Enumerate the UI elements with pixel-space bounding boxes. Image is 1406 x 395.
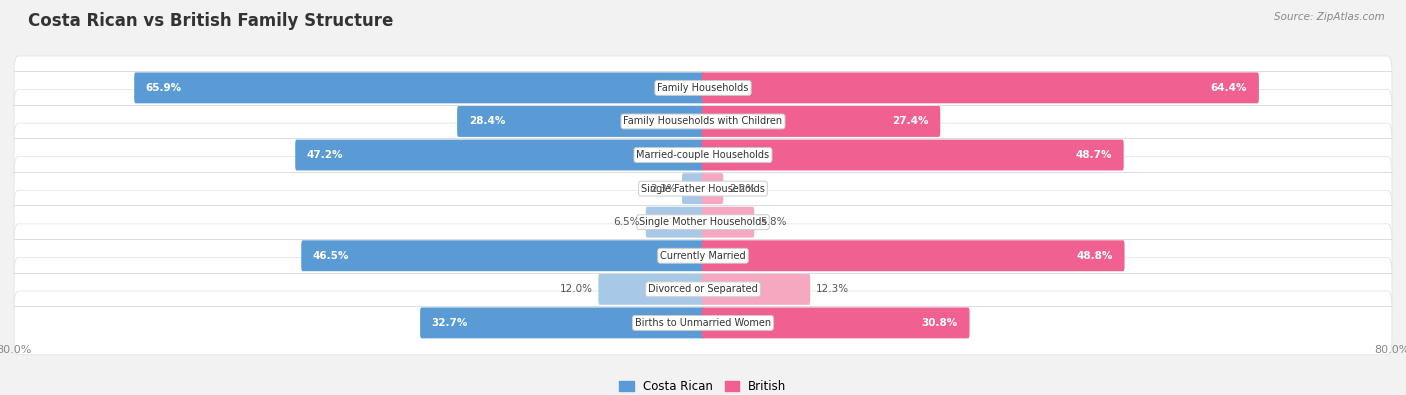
Text: 28.4%: 28.4% xyxy=(468,117,505,126)
Text: Single Father Households: Single Father Households xyxy=(641,184,765,194)
FancyBboxPatch shape xyxy=(702,240,1125,271)
Text: 64.4%: 64.4% xyxy=(1211,83,1247,93)
FancyBboxPatch shape xyxy=(295,139,704,171)
Text: Currently Married: Currently Married xyxy=(661,251,745,261)
Text: Divorced or Separated: Divorced or Separated xyxy=(648,284,758,294)
FancyBboxPatch shape xyxy=(702,139,1123,171)
Text: 48.7%: 48.7% xyxy=(1076,150,1112,160)
FancyBboxPatch shape xyxy=(702,307,970,339)
Text: 32.7%: 32.7% xyxy=(432,318,468,328)
FancyBboxPatch shape xyxy=(14,291,1392,355)
FancyBboxPatch shape xyxy=(682,173,704,204)
FancyBboxPatch shape xyxy=(702,72,1258,103)
Text: 12.3%: 12.3% xyxy=(815,284,849,294)
Text: 2.3%: 2.3% xyxy=(650,184,676,194)
FancyBboxPatch shape xyxy=(14,224,1392,288)
Text: 27.4%: 27.4% xyxy=(893,117,928,126)
FancyBboxPatch shape xyxy=(420,307,704,339)
Text: Source: ZipAtlas.com: Source: ZipAtlas.com xyxy=(1274,12,1385,22)
FancyBboxPatch shape xyxy=(14,56,1392,120)
Text: 12.0%: 12.0% xyxy=(560,284,593,294)
Text: 48.8%: 48.8% xyxy=(1077,251,1114,261)
Text: 30.8%: 30.8% xyxy=(922,318,957,328)
FancyBboxPatch shape xyxy=(702,207,754,238)
Text: Single Mother Households: Single Mother Households xyxy=(640,217,766,227)
FancyBboxPatch shape xyxy=(702,106,941,137)
Text: Married-couple Households: Married-couple Households xyxy=(637,150,769,160)
Text: 46.5%: 46.5% xyxy=(314,251,349,261)
FancyBboxPatch shape xyxy=(702,274,810,305)
FancyBboxPatch shape xyxy=(14,90,1392,153)
FancyBboxPatch shape xyxy=(645,207,704,238)
FancyBboxPatch shape xyxy=(301,240,704,271)
FancyBboxPatch shape xyxy=(599,274,704,305)
Text: Births to Unmarried Women: Births to Unmarried Women xyxy=(636,318,770,328)
FancyBboxPatch shape xyxy=(457,106,704,137)
Text: 47.2%: 47.2% xyxy=(307,150,343,160)
FancyBboxPatch shape xyxy=(702,173,723,204)
FancyBboxPatch shape xyxy=(14,157,1392,220)
Text: 65.9%: 65.9% xyxy=(146,83,181,93)
FancyBboxPatch shape xyxy=(14,190,1392,254)
FancyBboxPatch shape xyxy=(134,72,704,103)
Text: Costa Rican vs British Family Structure: Costa Rican vs British Family Structure xyxy=(28,12,394,30)
FancyBboxPatch shape xyxy=(14,123,1392,187)
Text: 5.8%: 5.8% xyxy=(759,217,786,227)
Text: 6.5%: 6.5% xyxy=(613,217,640,227)
Text: 2.2%: 2.2% xyxy=(728,184,755,194)
FancyBboxPatch shape xyxy=(14,258,1392,321)
Text: Family Households with Children: Family Households with Children xyxy=(623,117,783,126)
Legend: Costa Rican, British: Costa Rican, British xyxy=(620,380,786,393)
Text: Family Households: Family Households xyxy=(658,83,748,93)
